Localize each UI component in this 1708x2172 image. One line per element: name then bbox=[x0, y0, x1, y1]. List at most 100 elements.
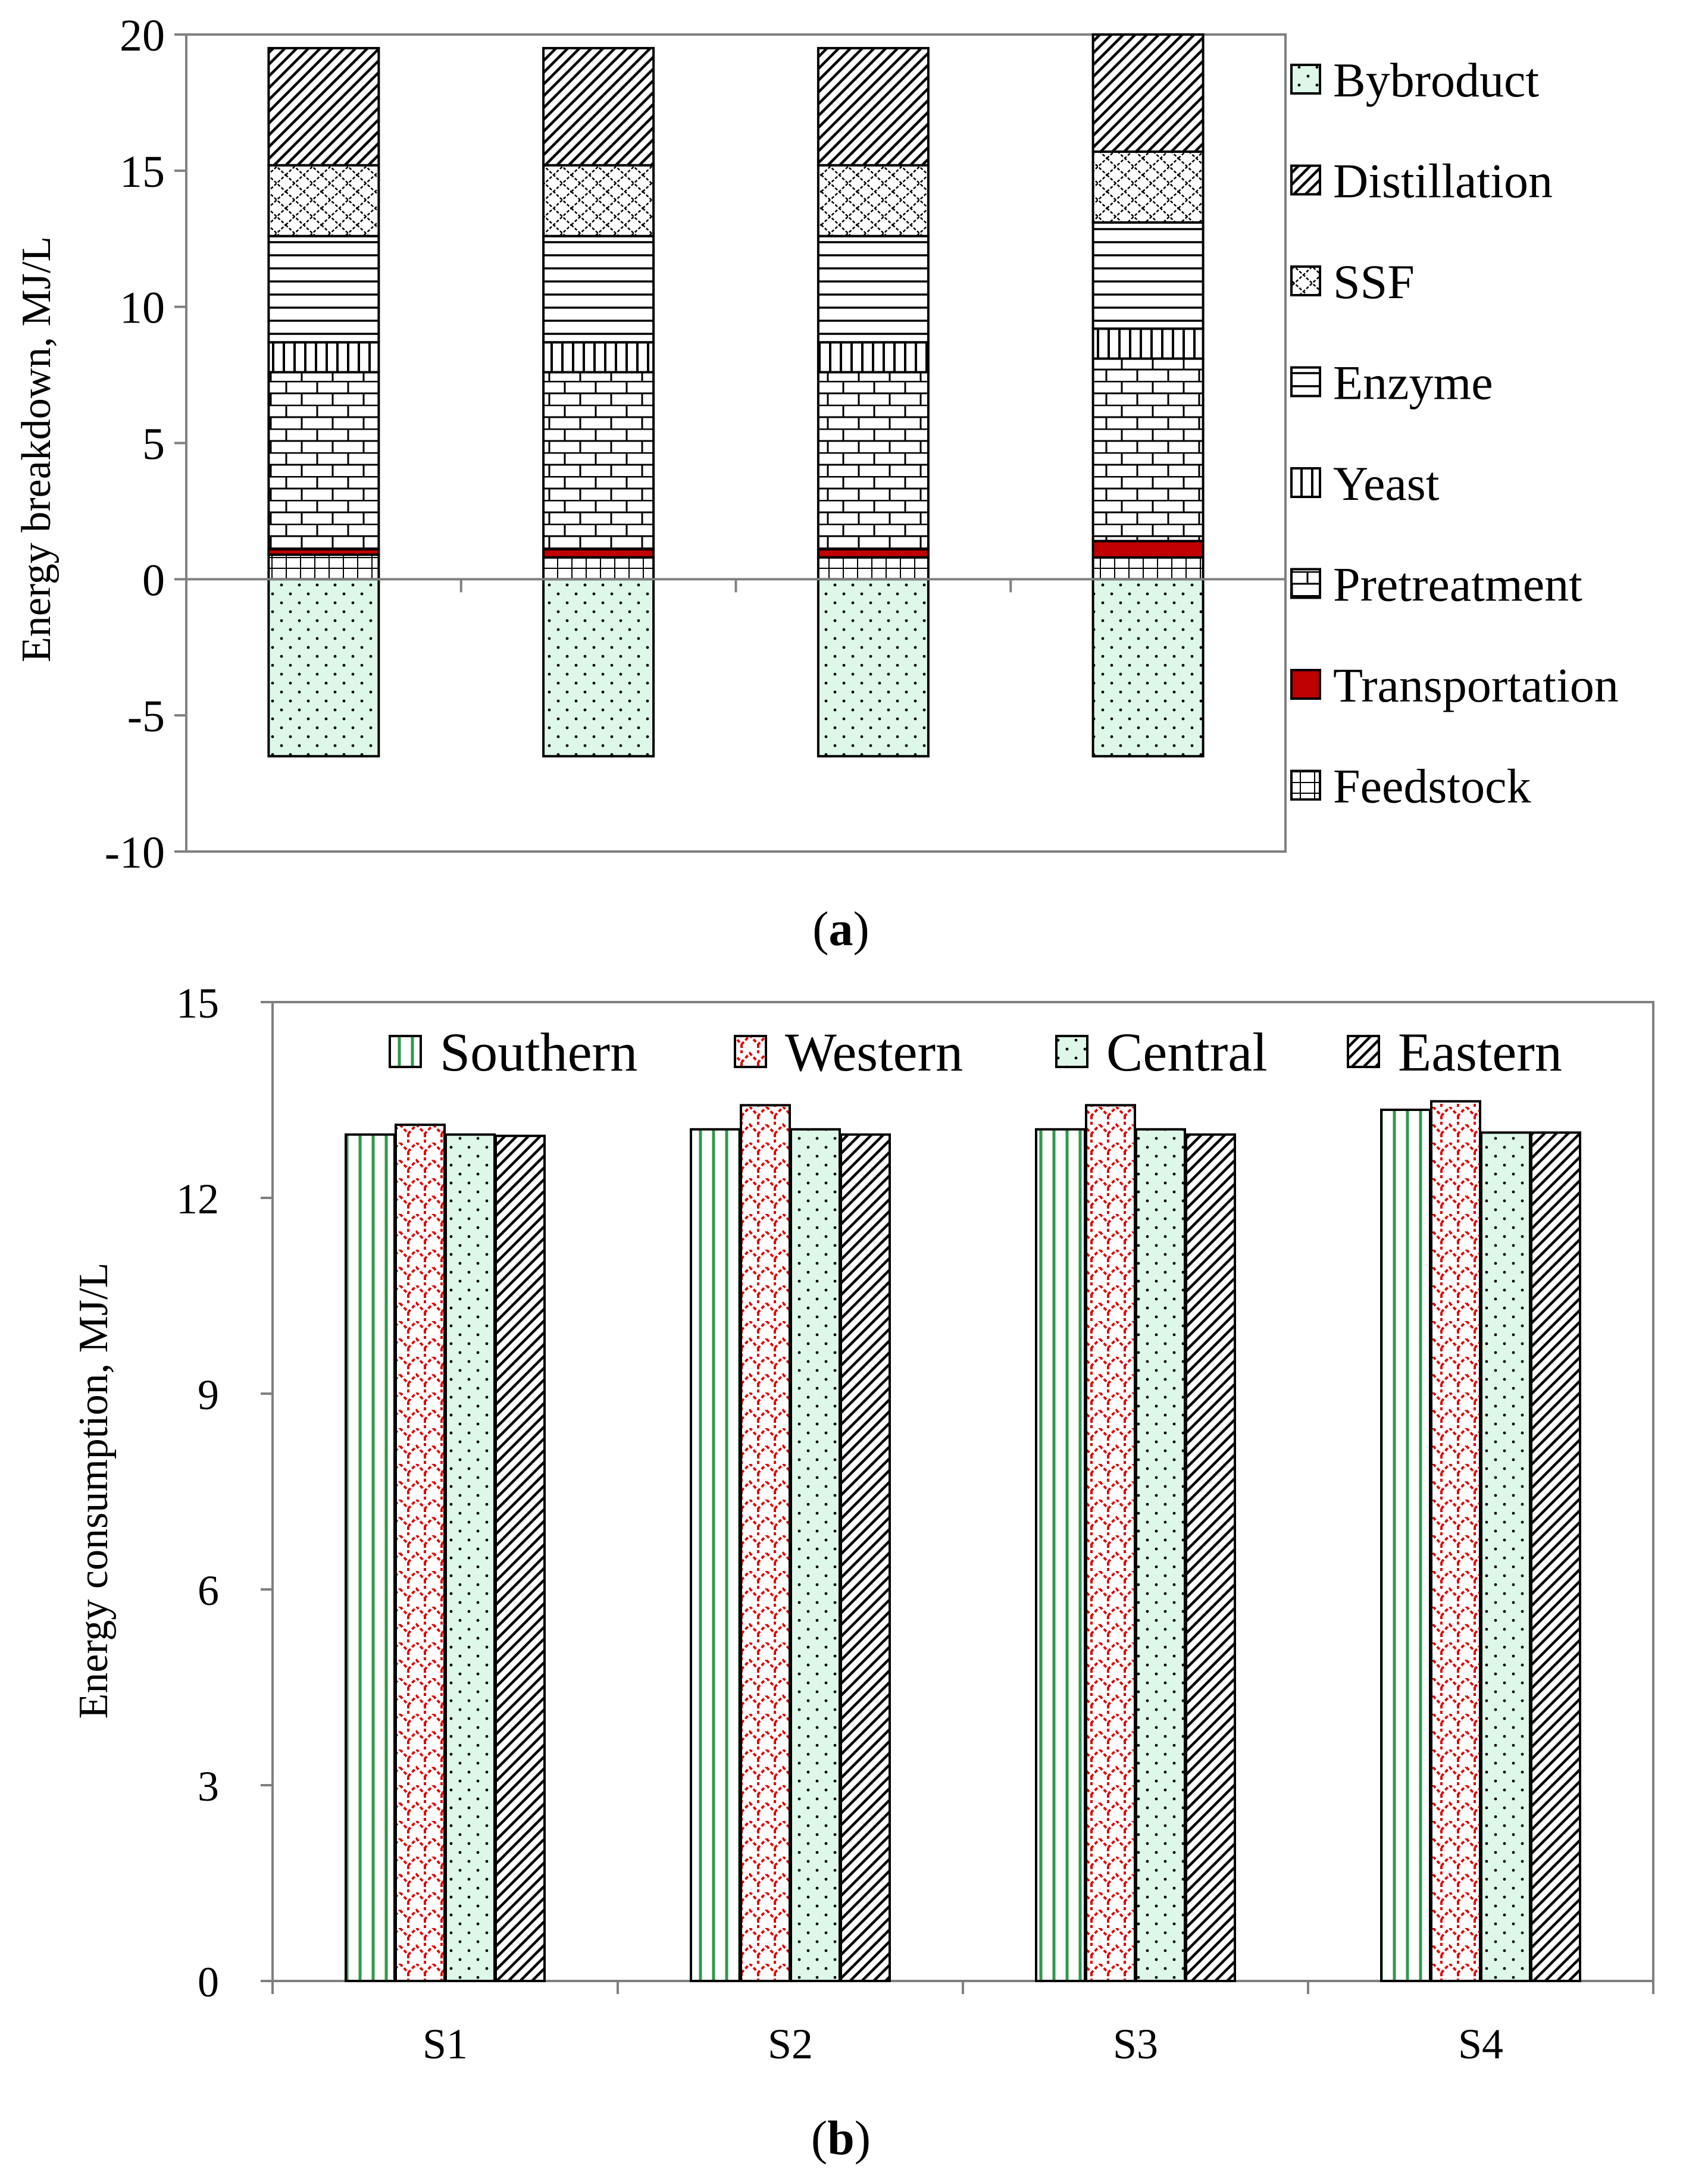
panel-a-bar-2-transportation bbox=[542, 548, 655, 559]
panel-a-bar-1-distillation bbox=[267, 46, 380, 167]
panel-b-bar-s4-central bbox=[1480, 1131, 1531, 1982]
panel-b-bar-s3-southern bbox=[1035, 1128, 1086, 1982]
panel-b-x-tick-label-s2: S2 bbox=[768, 2020, 813, 2068]
panel-b-y-tick-label: 9 bbox=[198, 1371, 219, 1419]
panel-a-bar-4-feedstock bbox=[1091, 556, 1205, 581]
panel-a-bar-4-distillation bbox=[1091, 33, 1205, 153]
panel-b-y-tick-label: 15 bbox=[176, 979, 219, 1027]
panel-b-y-tick-label: 0 bbox=[198, 1958, 219, 2006]
panel-b-label-letter: b bbox=[827, 2111, 855, 2165]
panel-a-bar-2-feedstock bbox=[542, 556, 655, 581]
panel-a-bar-3-enzyme bbox=[817, 234, 930, 344]
legend-b-label-western: Western bbox=[785, 1022, 963, 1082]
panel-b-bar-s1-eastern bbox=[495, 1134, 546, 1982]
panel-b-axes: S1 S2 S3 S4 15 12 9 6 3 0 bbox=[176, 979, 1654, 2068]
panel-b-x-tick-label-s3: S3 bbox=[1113, 2020, 1158, 2068]
panel-a-bar-4-ssf bbox=[1091, 150, 1205, 224]
panel-a-y-tick-label: 5 bbox=[142, 420, 165, 470]
panel-b-bar-s2-western bbox=[740, 1104, 791, 1982]
legend-a-swatch-enzyme bbox=[1290, 366, 1321, 398]
panel-a-y-tick-label: 20 bbox=[120, 11, 165, 61]
legend-a-label-enzyme: Enzyme bbox=[1333, 356, 1493, 410]
legend-a-swatch-feedstock bbox=[1290, 769, 1321, 801]
panel-b-x-tick-label-s1: S1 bbox=[423, 2020, 468, 2068]
panel-b-bar-s3-western bbox=[1085, 1104, 1136, 1982]
panel-a-label-letter: a bbox=[829, 902, 853, 956]
legend-a-label-ssf: SSF bbox=[1333, 255, 1415, 309]
legend-a-swatch-bybroduct bbox=[1290, 64, 1321, 95]
panel-a-y-tick-label: -10 bbox=[105, 828, 165, 878]
legend-b-swatch-eastern bbox=[1347, 1035, 1380, 1068]
legend-a-label-pretreatment: Pretreatment bbox=[1333, 558, 1582, 612]
panel-b-bar-s1-central bbox=[445, 1133, 496, 1982]
panel-b-bar-s2-eastern bbox=[840, 1133, 891, 1982]
panel-a-y-tick-label: 15 bbox=[120, 147, 165, 197]
panel-b-bar-s2-southern bbox=[690, 1128, 741, 1982]
panel-a-label: (a) bbox=[812, 902, 869, 956]
legend-a-label-yeast: Yeast bbox=[1333, 456, 1440, 511]
panel-b-x-tick-label-s4: S4 bbox=[1458, 2020, 1503, 2068]
panel-a-bar-2-distillation bbox=[542, 46, 655, 167]
panel-b-label: (b) bbox=[811, 2111, 871, 2165]
panel-b-bar-s1-western bbox=[395, 1123, 446, 1982]
legend-a-label-transportation: Transportation bbox=[1333, 658, 1619, 712]
panel-a-bar-2-pretreatment bbox=[542, 371, 655, 550]
panel-a-bar-1-bybroduct bbox=[267, 578, 380, 758]
panel-a-bar-2-ssf bbox=[542, 164, 655, 237]
legend-a-label-distillation: Distillation bbox=[1333, 154, 1553, 208]
legend-b-label-central: Central bbox=[1106, 1022, 1268, 1082]
legend-a-swatch-yeast bbox=[1290, 467, 1321, 498]
panel-a-y-tick-label: -5 bbox=[127, 691, 165, 741]
legend-a-swatch-ssf bbox=[1290, 265, 1321, 296]
panel-b-bar-s2-central bbox=[790, 1128, 841, 1982]
panel-b-y-tick-label: 12 bbox=[176, 1175, 219, 1223]
panel-a-axes: 20 15 10 5 0 -5 -10 bbox=[105, 11, 1285, 878]
panel-a-bars bbox=[267, 33, 1205, 758]
panel-a-bar-3-transportation bbox=[817, 548, 930, 559]
panel-b-grouped-bar-chart: S1 S2 S3 S4 15 12 9 6 3 0 Southern Western Central E… bbox=[71, 979, 1654, 2165]
legend-b-swatch-central bbox=[1055, 1035, 1088, 1068]
panel-a-bar-4-transportation bbox=[1091, 540, 1205, 559]
panel-a-bar-3-distillation bbox=[817, 46, 930, 167]
legend-b-label-southern: Southern bbox=[440, 1022, 637, 1082]
panel-a-y-tick-label: 0 bbox=[142, 555, 165, 605]
panel-b-y-tick-label: 6 bbox=[198, 1567, 219, 1614]
legend-a-label-bybroduct: Bybroduct bbox=[1333, 53, 1539, 107]
panel-b-bar-s1-southern bbox=[345, 1133, 396, 1982]
panel-b-bar-s4-eastern bbox=[1530, 1131, 1581, 1982]
panel-b-bar-s4-southern bbox=[1380, 1109, 1431, 1982]
panel-a-bar-1-enzyme bbox=[267, 234, 380, 344]
panel-b-legend: Southern Western Central Eastern bbox=[389, 1022, 1562, 1082]
legend-b-swatch-western bbox=[734, 1035, 767, 1068]
panel-a-stacked-bar-chart: 20 15 10 5 0 -5 -10 Bybroduct Distillation SSF En… bbox=[14, 11, 1619, 956]
panel-a-bar-2-enzyme bbox=[542, 234, 655, 344]
panel-b-bar-s3-central bbox=[1135, 1128, 1186, 1982]
panel-a-bar-3-feedstock bbox=[817, 556, 930, 581]
legend-b-label-eastern: Eastern bbox=[1398, 1022, 1562, 1082]
panel-b-bar-s3-eastern bbox=[1185, 1133, 1236, 1982]
panel-a-bar-4-yeast bbox=[1091, 327, 1205, 360]
legend-a-swatch-transportation bbox=[1290, 669, 1321, 700]
panel-a-bar-3-bybroduct bbox=[817, 578, 930, 758]
panel-b-bars bbox=[345, 1100, 1581, 1982]
panel-a-bar-1-yeast bbox=[267, 341, 380, 374]
panel-a-bar-1-pretreatment bbox=[267, 371, 380, 550]
panel-b-bar-s4-western bbox=[1430, 1100, 1481, 1982]
panel-a-bar-4-bybroduct bbox=[1091, 578, 1205, 758]
legend-a-swatch-distillation bbox=[1290, 164, 1321, 196]
legend-a-label-feedstock: Feedstock bbox=[1333, 759, 1531, 813]
panel-a-bar-4-pretreatment bbox=[1091, 357, 1205, 543]
panel-a-bar-3-pretreatment bbox=[817, 371, 930, 550]
panel-a-bar-3-ssf bbox=[817, 164, 930, 237]
panel-b-y-axis-title: Energy consumption, MJ/L bbox=[71, 1263, 117, 1719]
panel-a-bar-2-yeast bbox=[542, 341, 655, 374]
panel-a-bar-3-yeast bbox=[817, 341, 930, 374]
panel-a-y-axis-title: Energy breakdown, MJ/L bbox=[14, 236, 60, 662]
panel-a-y-tick-label: 10 bbox=[120, 283, 165, 333]
panel-a-bar-4-enzyme bbox=[1091, 221, 1205, 330]
panel-a-bar-2-bybroduct bbox=[542, 578, 655, 758]
legend-b-swatch-southern bbox=[389, 1035, 422, 1068]
panel-a-legend: Bybroduct Distillation SSF Enzyme Yeast Pretr… bbox=[1290, 53, 1619, 813]
panel-b-y-tick-label: 3 bbox=[198, 1763, 219, 1810]
